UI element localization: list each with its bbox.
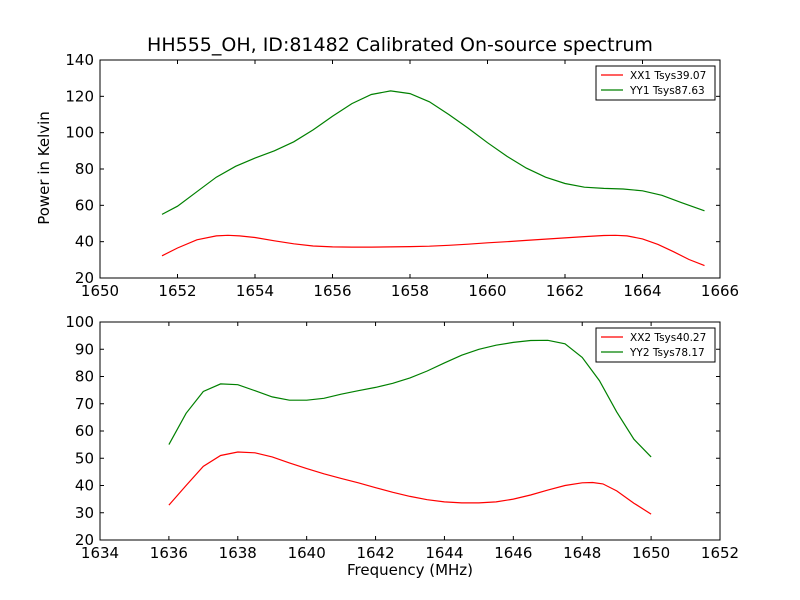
panel2-legend-label-2: YY2 Tsys78.17 <box>629 347 705 359</box>
panel1-x-tick-label: 1664 <box>623 282 661 300</box>
panel2-y-tick-label: 50 <box>75 449 94 467</box>
panel2-y-tick-label: 70 <box>75 395 94 413</box>
panel2-x-tick-label: 1652 <box>701 544 739 562</box>
panel2-y-tick-label: 20 <box>75 531 94 549</box>
panel2-legend-label-1: XX2 Tsys40.27 <box>630 332 706 344</box>
panel1-y-tick-label: 120 <box>65 87 94 105</box>
panel2-x-tick-label: 1634 <box>81 544 119 562</box>
panel1-x-tick-label: 1658 <box>391 282 429 300</box>
panel1-y-tick-label: 60 <box>75 196 94 214</box>
panel1-x-tick-label: 1662 <box>546 282 584 300</box>
x-axis-label: Frequency (MHz) <box>346 561 474 579</box>
panel1-x-tick-label: 1652 <box>158 282 196 300</box>
panel1-y-tick-label: 20 <box>75 269 94 287</box>
panel2-x-tick-label: 1636 <box>150 544 188 562</box>
panel2-y-tick-label: 100 <box>65 313 94 331</box>
panel1-x-tick-label: 1654 <box>236 282 274 300</box>
panel2-y-tick-label: 40 <box>75 477 94 495</box>
panel1-x-tick-label: 1660 <box>468 282 506 300</box>
panel2-x-tick-label: 1646 <box>494 544 532 562</box>
panel2-x-tick-label: 1648 <box>563 544 601 562</box>
panel2-y-tick-label: 80 <box>75 368 94 386</box>
panel1-y-tick-label: 80 <box>75 160 94 178</box>
panel1-y-tick-label: 100 <box>65 124 94 142</box>
panel1-series-line-2 <box>161 90 705 215</box>
panel1-x-tick-label: 1666 <box>701 282 739 300</box>
panel1-series-line-1 <box>161 234 705 267</box>
y-axis-label: Power in Kelvin <box>35 111 53 225</box>
panel2-x-tick-label: 1640 <box>288 544 326 562</box>
panel1-legend-label-2: YY1 Tsys87.63 <box>629 85 705 97</box>
panel2-series-line-2 <box>168 339 652 458</box>
panel1-legend-label-1: XX1 Tsys39.07 <box>630 70 706 82</box>
panel2-y-tick-label: 90 <box>75 340 94 358</box>
chart-title: HH555_OH, ID:81482 Calibrated On-source … <box>147 34 653 56</box>
panel2-legend <box>595 327 716 363</box>
panel2-x-tick-label: 1638 <box>219 544 257 562</box>
panel2-x-tick-label: 1650 <box>632 544 670 562</box>
panel1-y-tick-label: 40 <box>75 233 94 251</box>
panel1-x-tick-label: 1656 <box>313 282 351 300</box>
panel2-x-tick-label: 1642 <box>356 544 394 562</box>
panel2-y-tick-label: 30 <box>75 504 94 522</box>
panel2-y-tick-label: 60 <box>75 422 94 440</box>
panel2-x-tick-label: 1644 <box>425 544 463 562</box>
panel1-y-tick-label: 140 <box>65 51 94 69</box>
panel1-legend <box>595 65 716 101</box>
panel2-series-line-1 <box>168 451 652 515</box>
panel1-x-tick-label: 1650 <box>81 282 119 300</box>
